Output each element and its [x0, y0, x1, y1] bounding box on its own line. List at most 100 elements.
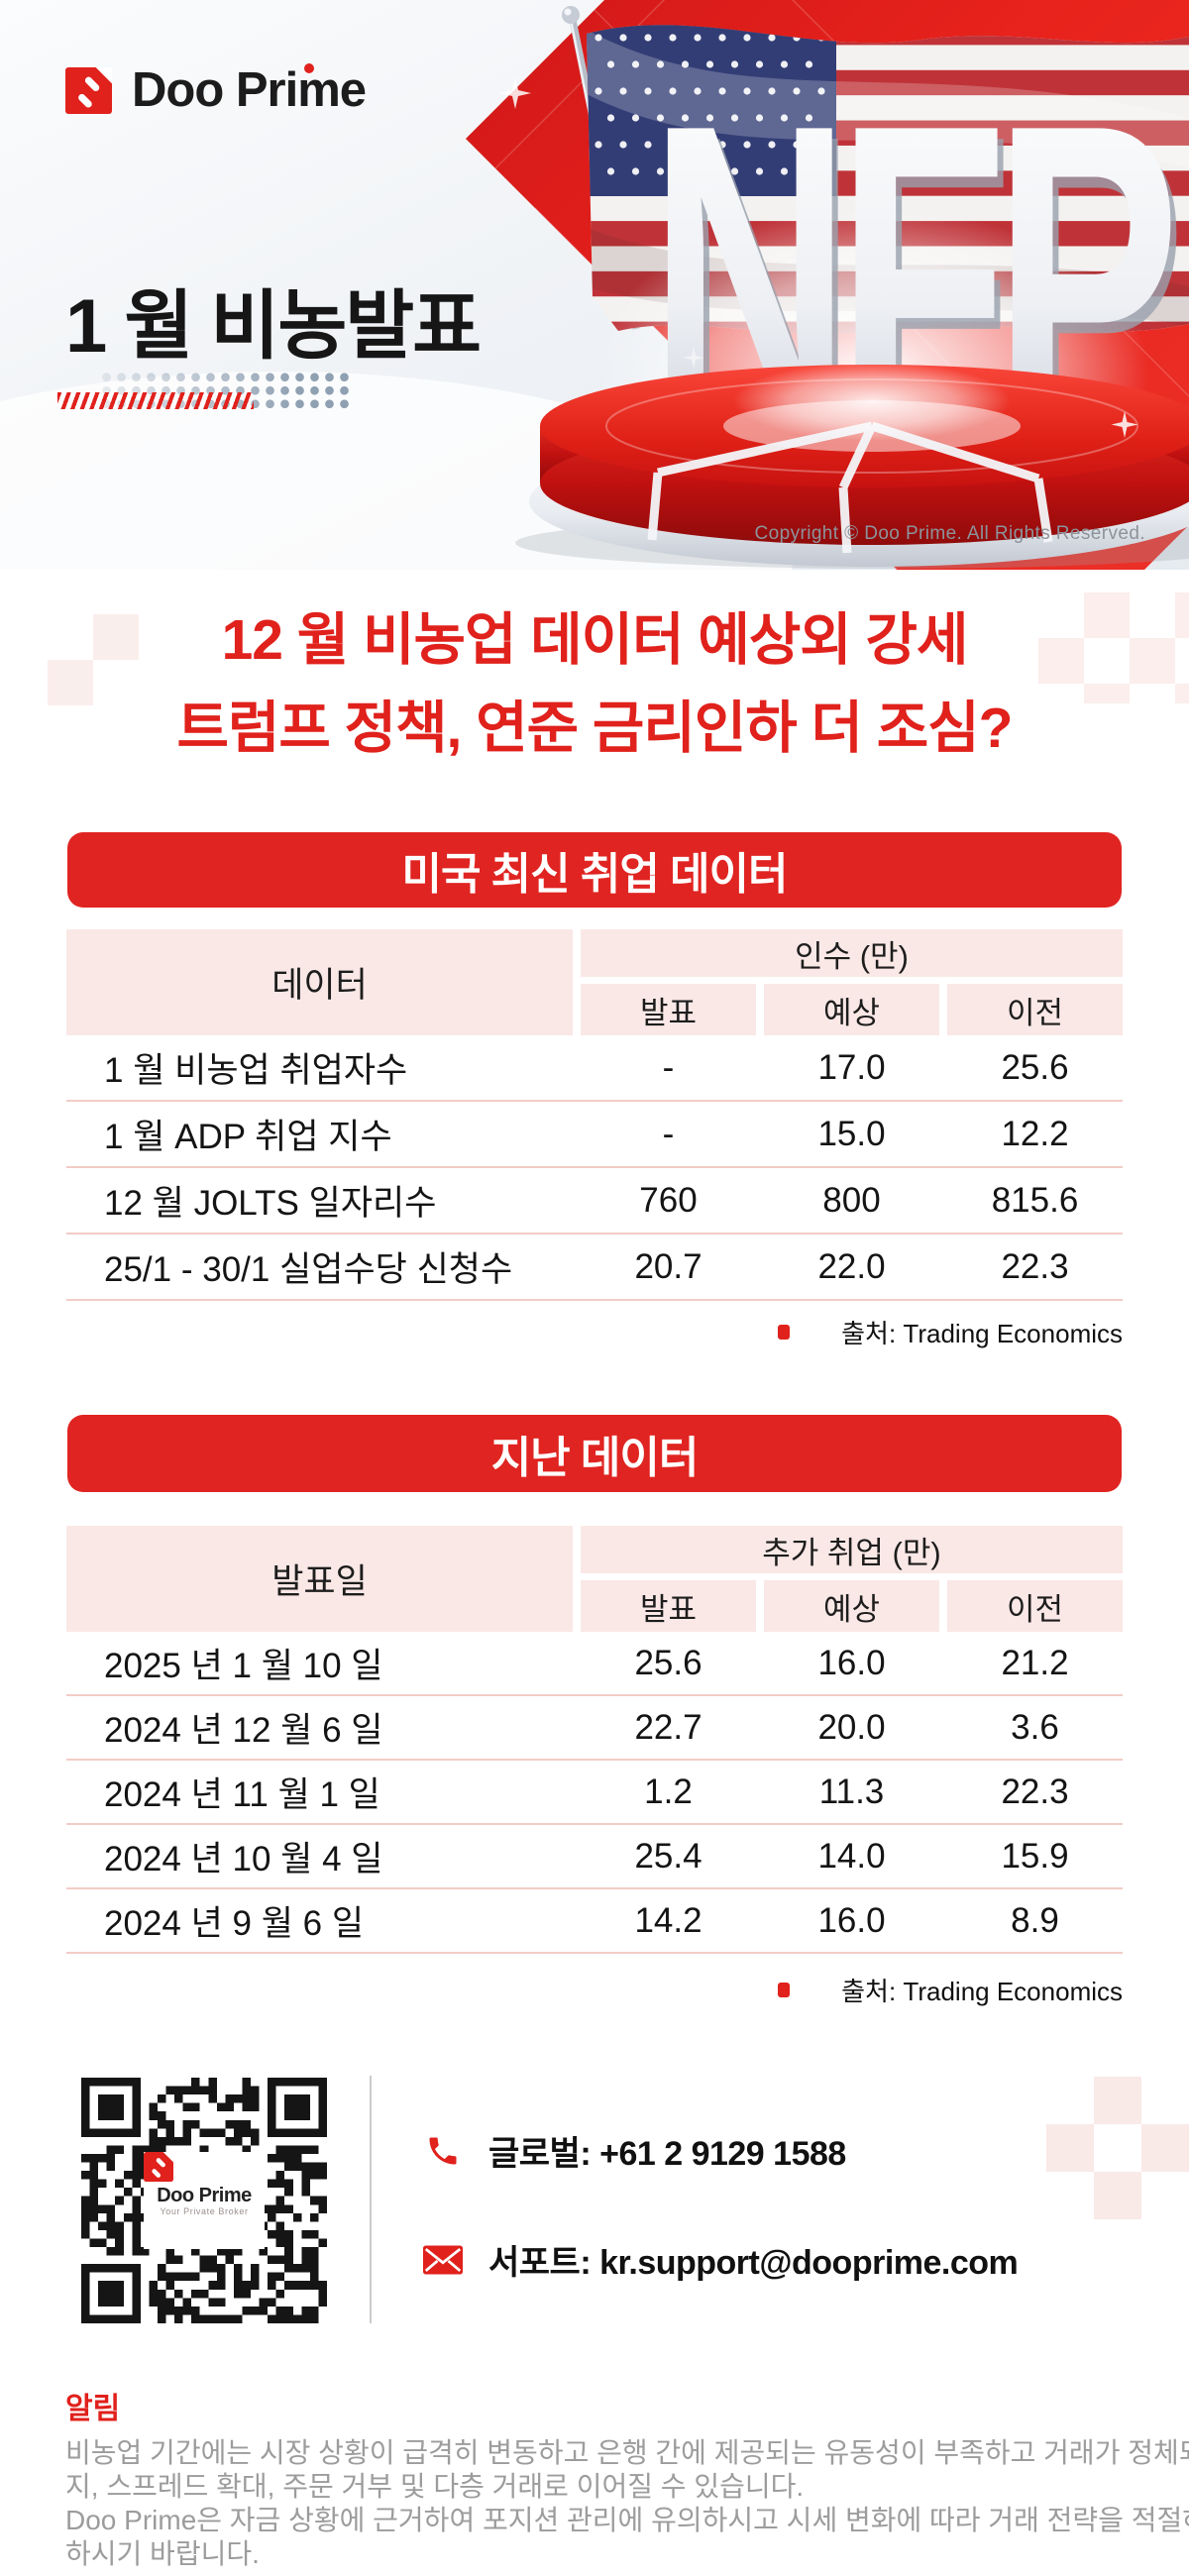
source-text: 출처: Trading Economics: [841, 1319, 1123, 1348]
red-podium: [515, 362, 1189, 569]
row-label: 2024 년 12 월 6 일: [104, 1711, 383, 1750]
brand-name-text: Doo Prime: [132, 63, 367, 117]
past-data-table: 발표일 추가 취업 (만) 발표 예상 이전 2025 년 1 월 10 일 2…: [66, 1526, 1123, 1954]
value-announced: 25.6: [634, 1643, 703, 1682]
headline-line-2: 트럼프 정책, 연준 금리인하 더 조심?: [176, 697, 1014, 760]
value-announced: -: [662, 1114, 675, 1153]
value-announced: 25.4: [634, 1836, 703, 1876]
column-header-previous: 이전: [947, 1580, 1123, 1632]
row-label: 2024 년 11 월 1 일: [104, 1775, 380, 1814]
checker-decor-bottom-right: [1046, 2077, 1189, 2219]
banner-past-data: 지난 데이터: [67, 1415, 1122, 1492]
notice-heading: 알림: [65, 2393, 121, 2425]
value-expected: 17.0: [817, 1047, 886, 1087]
row-label: 1 월 비농업 취업자수: [104, 1051, 408, 1090]
latest-data-table: 데이터 인수 (만) 발표 예상 이전 1 월 비농업 취업자수 - 17.0 …: [66, 929, 1123, 1301]
logo-red-dot: [304, 63, 314, 73]
row-label: 25/1 - 30/1 실업수당 신청수: [104, 1250, 513, 1289]
flag-canton: [587, 25, 836, 196]
value-previous: 3.6: [1011, 1707, 1059, 1747]
value-expected: 20.0: [817, 1707, 886, 1747]
column-header-announced: 발표: [581, 1580, 756, 1632]
doo-prime-logo-icon-small: [144, 2152, 173, 2182]
row-label: 2024 년 10 월 4 일: [104, 1840, 383, 1878]
notice-text-line: 지, 스프레드 확대, 주문 거부 및 다층 거래로 이어질 수 있습니다.: [65, 2471, 805, 2502]
group-header-added-jobs: 추가 취업 (만): [581, 1526, 1123, 1573]
table-row: 2024 년 12 월 6 일 22.7 20.0 3.6: [66, 1696, 1123, 1761]
value-announced: 20.7: [634, 1246, 703, 1286]
vertical-divider: [370, 2076, 372, 2323]
table-row: 2024 년 10 월 4 일 25.4 14.0 15.9: [66, 1825, 1123, 1889]
hero-section: NFP NFP: [0, 0, 1189, 570]
phone-icon: [423, 2133, 463, 2169]
doo-prime-logo: Doo Prime: [65, 63, 367, 115]
value-previous: 8.9: [1011, 1900, 1059, 1940]
qr-center-logo: Doo Prime Your Private Broker: [144, 2152, 265, 2249]
source-attribution: 출처: Trading Economics: [778, 1314, 1123, 1350]
value-expected: 16.0: [817, 1643, 886, 1682]
checker-decor-right: [1038, 592, 1189, 703]
group-header-persons: 인수 (만): [581, 929, 1123, 977]
value-previous: 22.3: [1001, 1246, 1069, 1286]
email-address-text: 서포트: kr.support@dooprime.com: [488, 2244, 1019, 2282]
column-header-previous: 이전: [947, 984, 1123, 1035]
source-text: 출처: Trading Economics: [841, 1977, 1123, 2006]
qr-code: Doo Prime Your Private Broker: [81, 2078, 327, 2323]
table-header: 데이터 인수 (만) 발표 예상 이전: [66, 929, 1123, 1035]
doo-prime-logo-icon: [65, 67, 112, 114]
value-expected: 16.0: [817, 1900, 886, 1940]
red-stripes-decor: [57, 392, 254, 409]
phone-contact-row: 글로벌: +61 2 9129 1588: [423, 2126, 846, 2175]
column-header-expected: 예상: [764, 984, 939, 1035]
value-previous: 21.2: [1001, 1643, 1069, 1682]
red-bullet-icon: [778, 1325, 791, 1340]
banner-latest-data: 미국 최신 취업 데이터: [67, 832, 1122, 908]
column-header-release-date: 발표일: [66, 1526, 573, 1632]
notice-text-line: 비농업 기간에는 시장 상황이 급격히 변동하고 은행 간에 제공되는 유동성이…: [65, 2437, 1189, 2468]
row-label: 12 월 JOLTS 일자리수: [104, 1184, 437, 1223]
value-announced: 1.2: [644, 1771, 693, 1811]
value-previous: 15.9: [1001, 1836, 1069, 1876]
table-row: 25/1 - 30/1 실업수당 신청수 20.7 22.0 22.3: [66, 1234, 1123, 1301]
value-expected: 800: [822, 1180, 881, 1220]
row-label: 1 월 ADP 취업 지수: [104, 1118, 392, 1156]
hero-artwork: NFP NFP: [0, 0, 1189, 570]
doo-prime-wordmark: Doo Prime: [132, 63, 367, 115]
value-announced: 14.2: [634, 1900, 703, 1940]
value-expected: 15.0: [817, 1114, 886, 1153]
hero-title: 1 월 비농발표: [65, 284, 482, 369]
value-previous: 22.3: [1001, 1771, 1069, 1811]
value-expected: 14.0: [817, 1836, 886, 1876]
qr-brand-tagline: Your Private Broker: [160, 2206, 249, 2216]
table-header: 발표일 추가 취업 (만) 발표 예상 이전: [66, 1526, 1123, 1632]
copyright-text: Copyright © Doo Prime. All Rights Reserv…: [754, 523, 1145, 544]
value-previous: 25.6: [1001, 1047, 1069, 1087]
table-row: 1 월 ADP 취업 지수 - 15.0 12.2: [66, 1102, 1123, 1168]
notice-section: 알림 비농업 기간에는 시장 상황이 급격히 변동하고 은행 간에 제공되는 유…: [65, 2384, 1189, 2571]
row-label: 2024 년 9 월 6 일: [104, 1904, 365, 1943]
value-previous: 12.2: [1001, 1114, 1069, 1153]
value-expected: 11.3: [818, 1771, 885, 1811]
notice-text-line: Doo Prime은 자금 상황에 근거하여 포지션 관리에 유의하시고 시세 …: [65, 2505, 1189, 2535]
table-row: 2025 년 1 월 10 일 25.6 16.0 21.2: [66, 1632, 1123, 1696]
table-row: 2024 년 11 월 1 일 1.2 11.3 22.3: [66, 1761, 1123, 1825]
email-icon: [423, 2244, 463, 2276]
notice-text-line: 하시기 바랍니다.: [65, 2538, 260, 2569]
email-contact-row: 서포트: kr.support@dooprime.com: [423, 2235, 1019, 2284]
headline-line-1: 12 월 비농업 데이터 예상외 강세: [221, 608, 969, 672]
red-bullet-icon: [778, 1983, 791, 1997]
value-announced: -: [662, 1047, 675, 1087]
qr-brand-name: Doo Prime: [157, 2185, 252, 2206]
value-announced: 760: [639, 1180, 698, 1220]
column-header-expected: 예상: [764, 1580, 939, 1632]
column-header-data: 데이터: [66, 929, 573, 1035]
row-label: 2025 년 1 월 10 일: [104, 1647, 383, 1685]
phone-number-text: 글로벌: +61 2 9129 1588: [488, 2135, 846, 2173]
value-expected: 22.0: [817, 1246, 886, 1286]
sparkles: [499, 77, 1138, 438]
table-row: 2024 년 9 월 6 일 14.2 16.0 8.9: [66, 1889, 1123, 1954]
source-attribution: 출처: Trading Economics: [778, 1972, 1123, 2008]
table-row: 1 월 비농업 취업자수 - 17.0 25.6: [66, 1035, 1123, 1102]
value-announced: 22.7: [634, 1707, 703, 1747]
